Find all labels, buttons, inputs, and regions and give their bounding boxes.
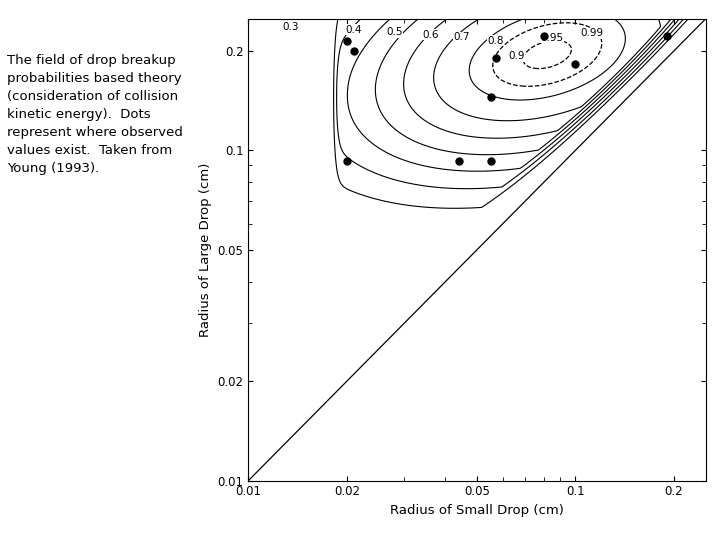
Text: The field of drop breakup
probabilities based theory
(consideration of collision: The field of drop breakup probabilities …: [7, 54, 183, 175]
Text: 0.8: 0.8: [487, 36, 504, 45]
Text: 0.5: 0.5: [387, 27, 403, 37]
Text: 0.99: 0.99: [580, 29, 603, 38]
Text: 0.4: 0.4: [346, 25, 362, 35]
Text: 0.6: 0.6: [422, 30, 438, 39]
Text: 0.95: 0.95: [541, 33, 564, 43]
Text: 0.3: 0.3: [283, 22, 300, 31]
X-axis label: Radius of Small Drop (cm): Radius of Small Drop (cm): [390, 504, 564, 517]
Text: 0.9: 0.9: [508, 51, 525, 61]
Y-axis label: Radius of Large Drop (cm): Radius of Large Drop (cm): [199, 163, 212, 337]
Text: 0.7: 0.7: [454, 32, 470, 42]
